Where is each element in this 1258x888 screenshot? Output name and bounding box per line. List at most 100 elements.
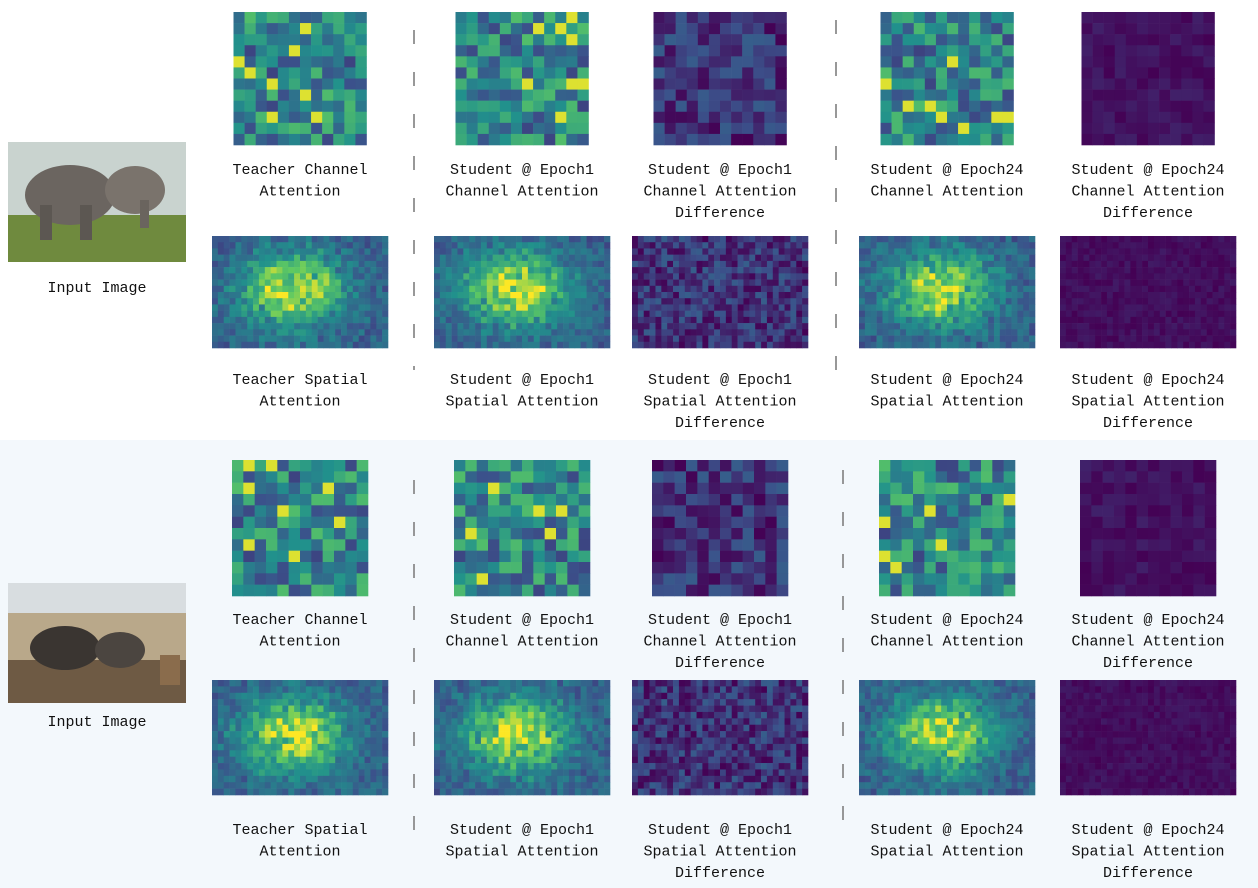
heatmap-cell: [959, 336, 965, 343]
heatmap-cell: [294, 304, 300, 311]
heatmap-cell: [463, 336, 469, 343]
heatmap-cell: [632, 286, 638, 293]
heatmap-cell: [311, 67, 322, 78]
heatmap-cell: [775, 45, 786, 56]
heatmap-cell: [732, 311, 738, 318]
heatmap-cell: [475, 693, 481, 700]
heatmap-cell: [212, 267, 218, 274]
heatmap-cell: [796, 292, 802, 299]
heatmap-cell: [992, 517, 1004, 529]
heatmap-cell: [230, 336, 236, 343]
heatmap-cell: [544, 45, 555, 56]
heatmap-cell: [463, 261, 469, 268]
heatmap-cell: [894, 311, 900, 318]
heatmap-cell: [478, 67, 489, 78]
heatmap-cell: [266, 551, 278, 563]
heatmap-cell: [235, 789, 241, 796]
heatmap-cell: [1023, 267, 1029, 274]
heatmap-cell: [1189, 336, 1195, 343]
heatmap-cell: [650, 286, 656, 293]
heatmap-cell: [271, 342, 277, 349]
heatmap-cell: [1002, 45, 1013, 56]
heatmap-cell: [224, 718, 230, 725]
heatmap-cell: [755, 311, 761, 318]
heatmap-cell: [499, 517, 511, 529]
heatmap-cell: [323, 738, 329, 745]
heatmap-cell: [654, 23, 665, 34]
heatmap-cell: [475, 725, 481, 732]
heatmap-cell: [224, 280, 230, 287]
heatmap-cell: [534, 242, 540, 249]
heatmap-cell: [638, 329, 644, 336]
heatmap-cell: [663, 517, 675, 529]
heatmap-cell: [1029, 311, 1035, 318]
heatmap-cell: [359, 712, 365, 719]
heatmap-cell: [245, 45, 256, 56]
heatmap-cell: [644, 286, 650, 293]
caption: Student @ Epoch24: [1071, 162, 1224, 179]
heatmap-cell: [902, 573, 914, 585]
heatmap-cell: [947, 460, 959, 472]
heatmap-cell: [271, 311, 277, 318]
heatmap-cell: [1029, 342, 1035, 349]
heatmap-cell: [879, 494, 891, 506]
heatmap-cell: [709, 67, 720, 78]
heatmap-cell: [504, 261, 510, 268]
heatmap-cell: [344, 134, 355, 145]
heatmap-cell: [271, 763, 277, 770]
heatmap-cell: [691, 311, 697, 318]
heatmap-cell: [644, 280, 650, 287]
heatmap-cell: [577, 56, 588, 67]
heatmap-cell: [218, 336, 224, 343]
heatmap-cell: [528, 236, 534, 243]
heatmap-cell: [294, 323, 300, 330]
heatmap-cell: [271, 680, 277, 687]
heatmap-cell: [469, 323, 475, 330]
heatmap-cell: [329, 242, 335, 249]
heatmap-cell: [912, 280, 918, 287]
heatmap-cell: [1160, 255, 1166, 262]
heatmap-cell: [277, 236, 283, 243]
heatmap-cell: [511, 551, 523, 563]
heatmap-cell: [376, 699, 382, 706]
heatmap-cell: [256, 23, 267, 34]
heatmap-cell: [1207, 323, 1213, 330]
heatmap-cell: [212, 725, 218, 732]
heatmap-cell: [980, 34, 991, 45]
heatmap-cell: [1113, 329, 1119, 336]
heatmap-cell: [335, 255, 341, 262]
heatmap-cell: [212, 731, 218, 738]
heatmap-cell: [1101, 261, 1107, 268]
heatmap-cell: [994, 317, 1000, 324]
heatmap-cell: [877, 317, 883, 324]
heatmap-cell: [691, 242, 697, 249]
heatmap-cell: [702, 286, 708, 293]
heatmap-cell: [894, 242, 900, 249]
heatmap-cell: [247, 261, 253, 268]
heatmap-cell: [522, 699, 528, 706]
heatmap-cell: [540, 323, 546, 330]
heatmap-cell: [673, 304, 679, 311]
heatmap-cell: [994, 329, 1000, 336]
heatmap-cell: [731, 551, 743, 563]
heatmap-cell: [478, 56, 489, 67]
caption: Student @ Epoch1: [648, 372, 792, 389]
heatmap-cell: [235, 712, 241, 719]
heatmap-cell: [341, 280, 347, 287]
heatmap-cell: [259, 236, 265, 243]
heatmap-cell: [376, 769, 382, 776]
heatmap-cell: [894, 323, 900, 330]
heatmap-cell: [510, 317, 516, 324]
heatmap-cell: [592, 292, 598, 299]
heatmap-cell: [267, 90, 278, 101]
heatmap-cell: [802, 242, 808, 249]
heatmap-cell: [888, 248, 894, 255]
heatmap-cell: [446, 242, 452, 249]
heatmap-cell: [1107, 304, 1113, 311]
heatmap-cell: [1002, 112, 1013, 123]
heatmap-cell: [1101, 323, 1107, 330]
heatmap-cell: [347, 686, 353, 693]
heatmap-cell: [253, 738, 259, 745]
heatmap-cell: [241, 323, 247, 330]
heatmap-cell: [1029, 286, 1035, 293]
